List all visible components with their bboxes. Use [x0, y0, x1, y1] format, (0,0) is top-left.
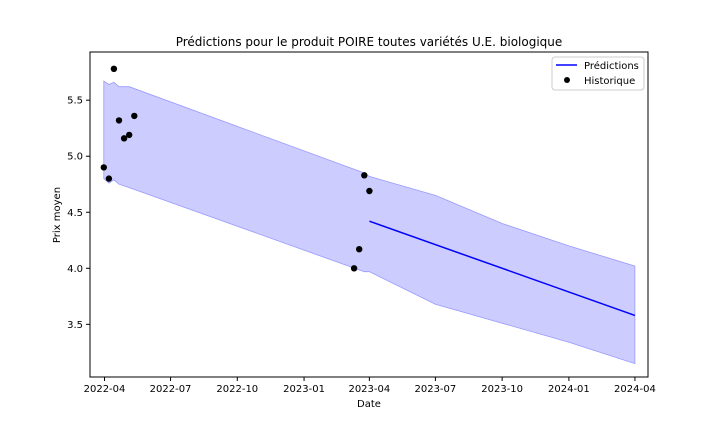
y-tick-label: 3.5: [67, 320, 83, 331]
historique-point: [356, 246, 363, 253]
x-tick-label: 2023-07: [414, 384, 456, 395]
x-axis-ticks: 2022-04 2022-07 2022-10 2023-01 2023-04 2023-…: [84, 377, 656, 395]
y-tick-label: 5.0: [67, 152, 83, 163]
x-tick-label: 2022-07: [150, 384, 192, 395]
plot-area: [100, 65, 636, 365]
x-tick-label: 2023-04: [348, 384, 390, 395]
y-tick-label: 4.0: [67, 264, 83, 275]
historique-point: [350, 265, 358, 272]
x-axis-label: Date: [357, 399, 381, 410]
y-axis-label: Prix moyen: [52, 187, 63, 243]
x-tick-label: 2023-01: [283, 384, 325, 395]
prediction-line: [369, 220, 636, 317]
x-tick-label: 2022-04: [84, 384, 126, 395]
legend-entry-historique: Historique: [584, 76, 635, 87]
x-tick-label: 2023-10: [481, 384, 523, 395]
y-tick-label: 5.5: [67, 96, 83, 107]
x-tick-label: 2024-01: [548, 384, 590, 395]
historique-point: [100, 164, 108, 171]
x-tick-label: 2022-10: [216, 384, 258, 395]
historique-point: [110, 65, 118, 73]
historique-point: [366, 187, 373, 195]
legend-entry-predictions: Prédictions: [584, 60, 639, 72]
historique-point: [361, 172, 368, 179]
axes-frame: [89, 51, 649, 378]
historique-point: [115, 117, 123, 124]
y-axis-ticks: 3.5 4.0 4.5 5.0 5.5: [67, 96, 90, 331]
y-tick-label: 4.5: [67, 208, 83, 219]
legend-marker-swatch: [564, 77, 570, 83]
confidence-band: [103, 80, 636, 365]
historique-point: [131, 112, 138, 120]
historique-point: [120, 135, 128, 142]
legend: Prédictions Historique: [551, 56, 645, 91]
chart-title: Prédictions pour le produit POIRE toutes…: [176, 35, 563, 49]
x-tick-label: 2024-04: [614, 384, 656, 395]
historique-point: [105, 175, 113, 182]
historique-point: [126, 131, 133, 139]
